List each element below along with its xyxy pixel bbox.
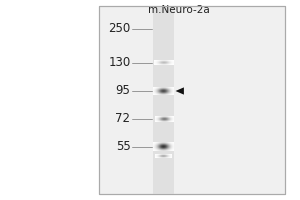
Text: 72: 72 xyxy=(116,112,130,126)
Polygon shape xyxy=(176,87,184,95)
Text: 55: 55 xyxy=(116,140,130,154)
Text: 130: 130 xyxy=(108,56,130,70)
Bar xyxy=(153,6,174,194)
Text: m.Neuro-2a: m.Neuro-2a xyxy=(148,5,209,15)
Bar xyxy=(99,6,285,194)
Bar xyxy=(99,6,285,194)
Text: 95: 95 xyxy=(116,84,130,97)
Text: 250: 250 xyxy=(108,22,130,36)
